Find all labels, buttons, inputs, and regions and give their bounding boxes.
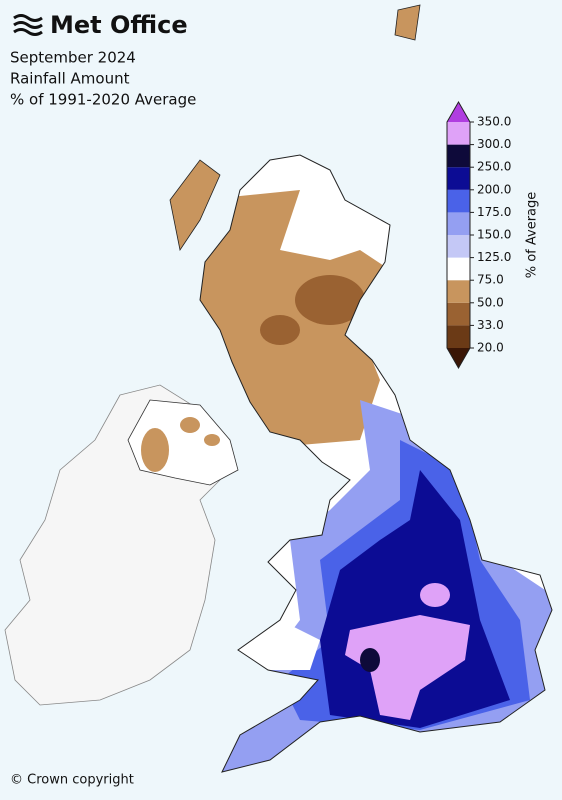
colorbar-tick-label: 33.0 [477,318,504,332]
ireland [4,384,239,706]
colorbar-bin [447,257,470,281]
colorbar-tick-label: 300.0 [477,137,511,151]
colorbar-bin [447,144,470,168]
description: % of 1991-2020 Average [10,91,196,109]
colorbar-under [447,348,470,368]
colorbar: 20.0 33.0 50.0 75.0 125.0 150.0 175.0 200.0 250.… [446,100,540,370]
title: September 2024 [10,49,136,67]
colorbar-tick-label: 150.0 [477,228,511,242]
colorbar-tick-label: 125.0 [477,250,511,264]
logo [13,14,43,36]
colorbar-over [447,102,470,122]
colorbar-bin [447,325,470,348]
colorbar-tick-label: 250.0 [477,160,511,174]
colorbar-tick-label: 175.0 [477,205,511,219]
colorbar-bin [447,189,470,213]
colorbar-tick-label: 75.0 [477,273,504,287]
colorbar-label: % of Average [525,192,540,279]
subtitle: Rainfall Amount [10,70,130,88]
brand: Met Office [50,11,188,39]
copyright: © Crown copyright [10,773,134,788]
colorbar-bin [447,235,470,258]
colorbar-bin [447,212,470,235]
colorbar-bin [447,280,470,303]
colorbar-tick-label: 350.0 [477,115,511,129]
colorbar-tick-label: 50.0 [477,295,504,309]
colorbar-bin [447,167,470,190]
colorbar-bin [447,302,470,326]
colorbar-bin [447,122,470,145]
colorbar-tick-label: 200.0 [477,182,511,196]
colorbar-tick-label: 20.0 [477,341,504,355]
